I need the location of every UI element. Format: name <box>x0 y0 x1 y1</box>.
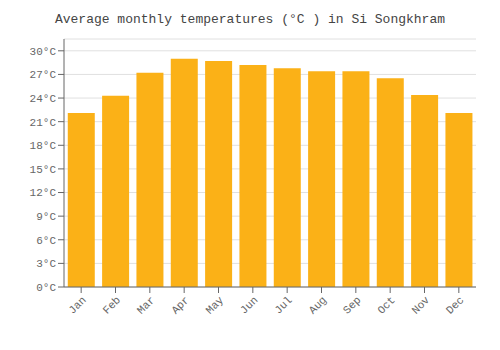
svg-text:24°C: 24°C <box>30 93 57 105</box>
svg-text:Jan: Jan <box>66 294 88 316</box>
svg-text:Nov: Nov <box>410 294 433 317</box>
svg-text:6°C: 6°C <box>36 235 56 247</box>
svg-text:30°C: 30°C <box>30 46 57 58</box>
svg-text:0°C: 0°C <box>36 282 56 294</box>
svg-text:Aug: Aug <box>307 294 329 316</box>
svg-text:Jul: Jul <box>272 294 294 316</box>
svg-text:Apr: Apr <box>169 294 191 316</box>
svg-text:Oct: Oct <box>375 294 397 316</box>
svg-text:18°C: 18°C <box>30 140 57 152</box>
svg-text:27°C: 27°C <box>30 69 57 81</box>
html-text:Average monthly temperatures (: Average monthly temperatures (°C ) in Si… <box>55 12 445 27</box>
svg-text:Feb: Feb <box>101 294 123 316</box>
svg-text:21°C: 21°C <box>30 117 57 129</box>
svg-text:Mar: Mar <box>135 294 157 316</box>
svg-text:15°C: 15°C <box>30 164 57 176</box>
svg-text:9°C: 9°C <box>36 211 56 223</box>
svg-text:12°C: 12°C <box>30 187 57 199</box>
svg-text:3°C: 3°C <box>36 258 56 270</box>
svg-text:May: May <box>204 294 227 317</box>
svg-text:Sep: Sep <box>341 294 363 316</box>
svg-text:Dec: Dec <box>444 294 466 316</box>
svg-text:Jun: Jun <box>238 294 260 316</box>
